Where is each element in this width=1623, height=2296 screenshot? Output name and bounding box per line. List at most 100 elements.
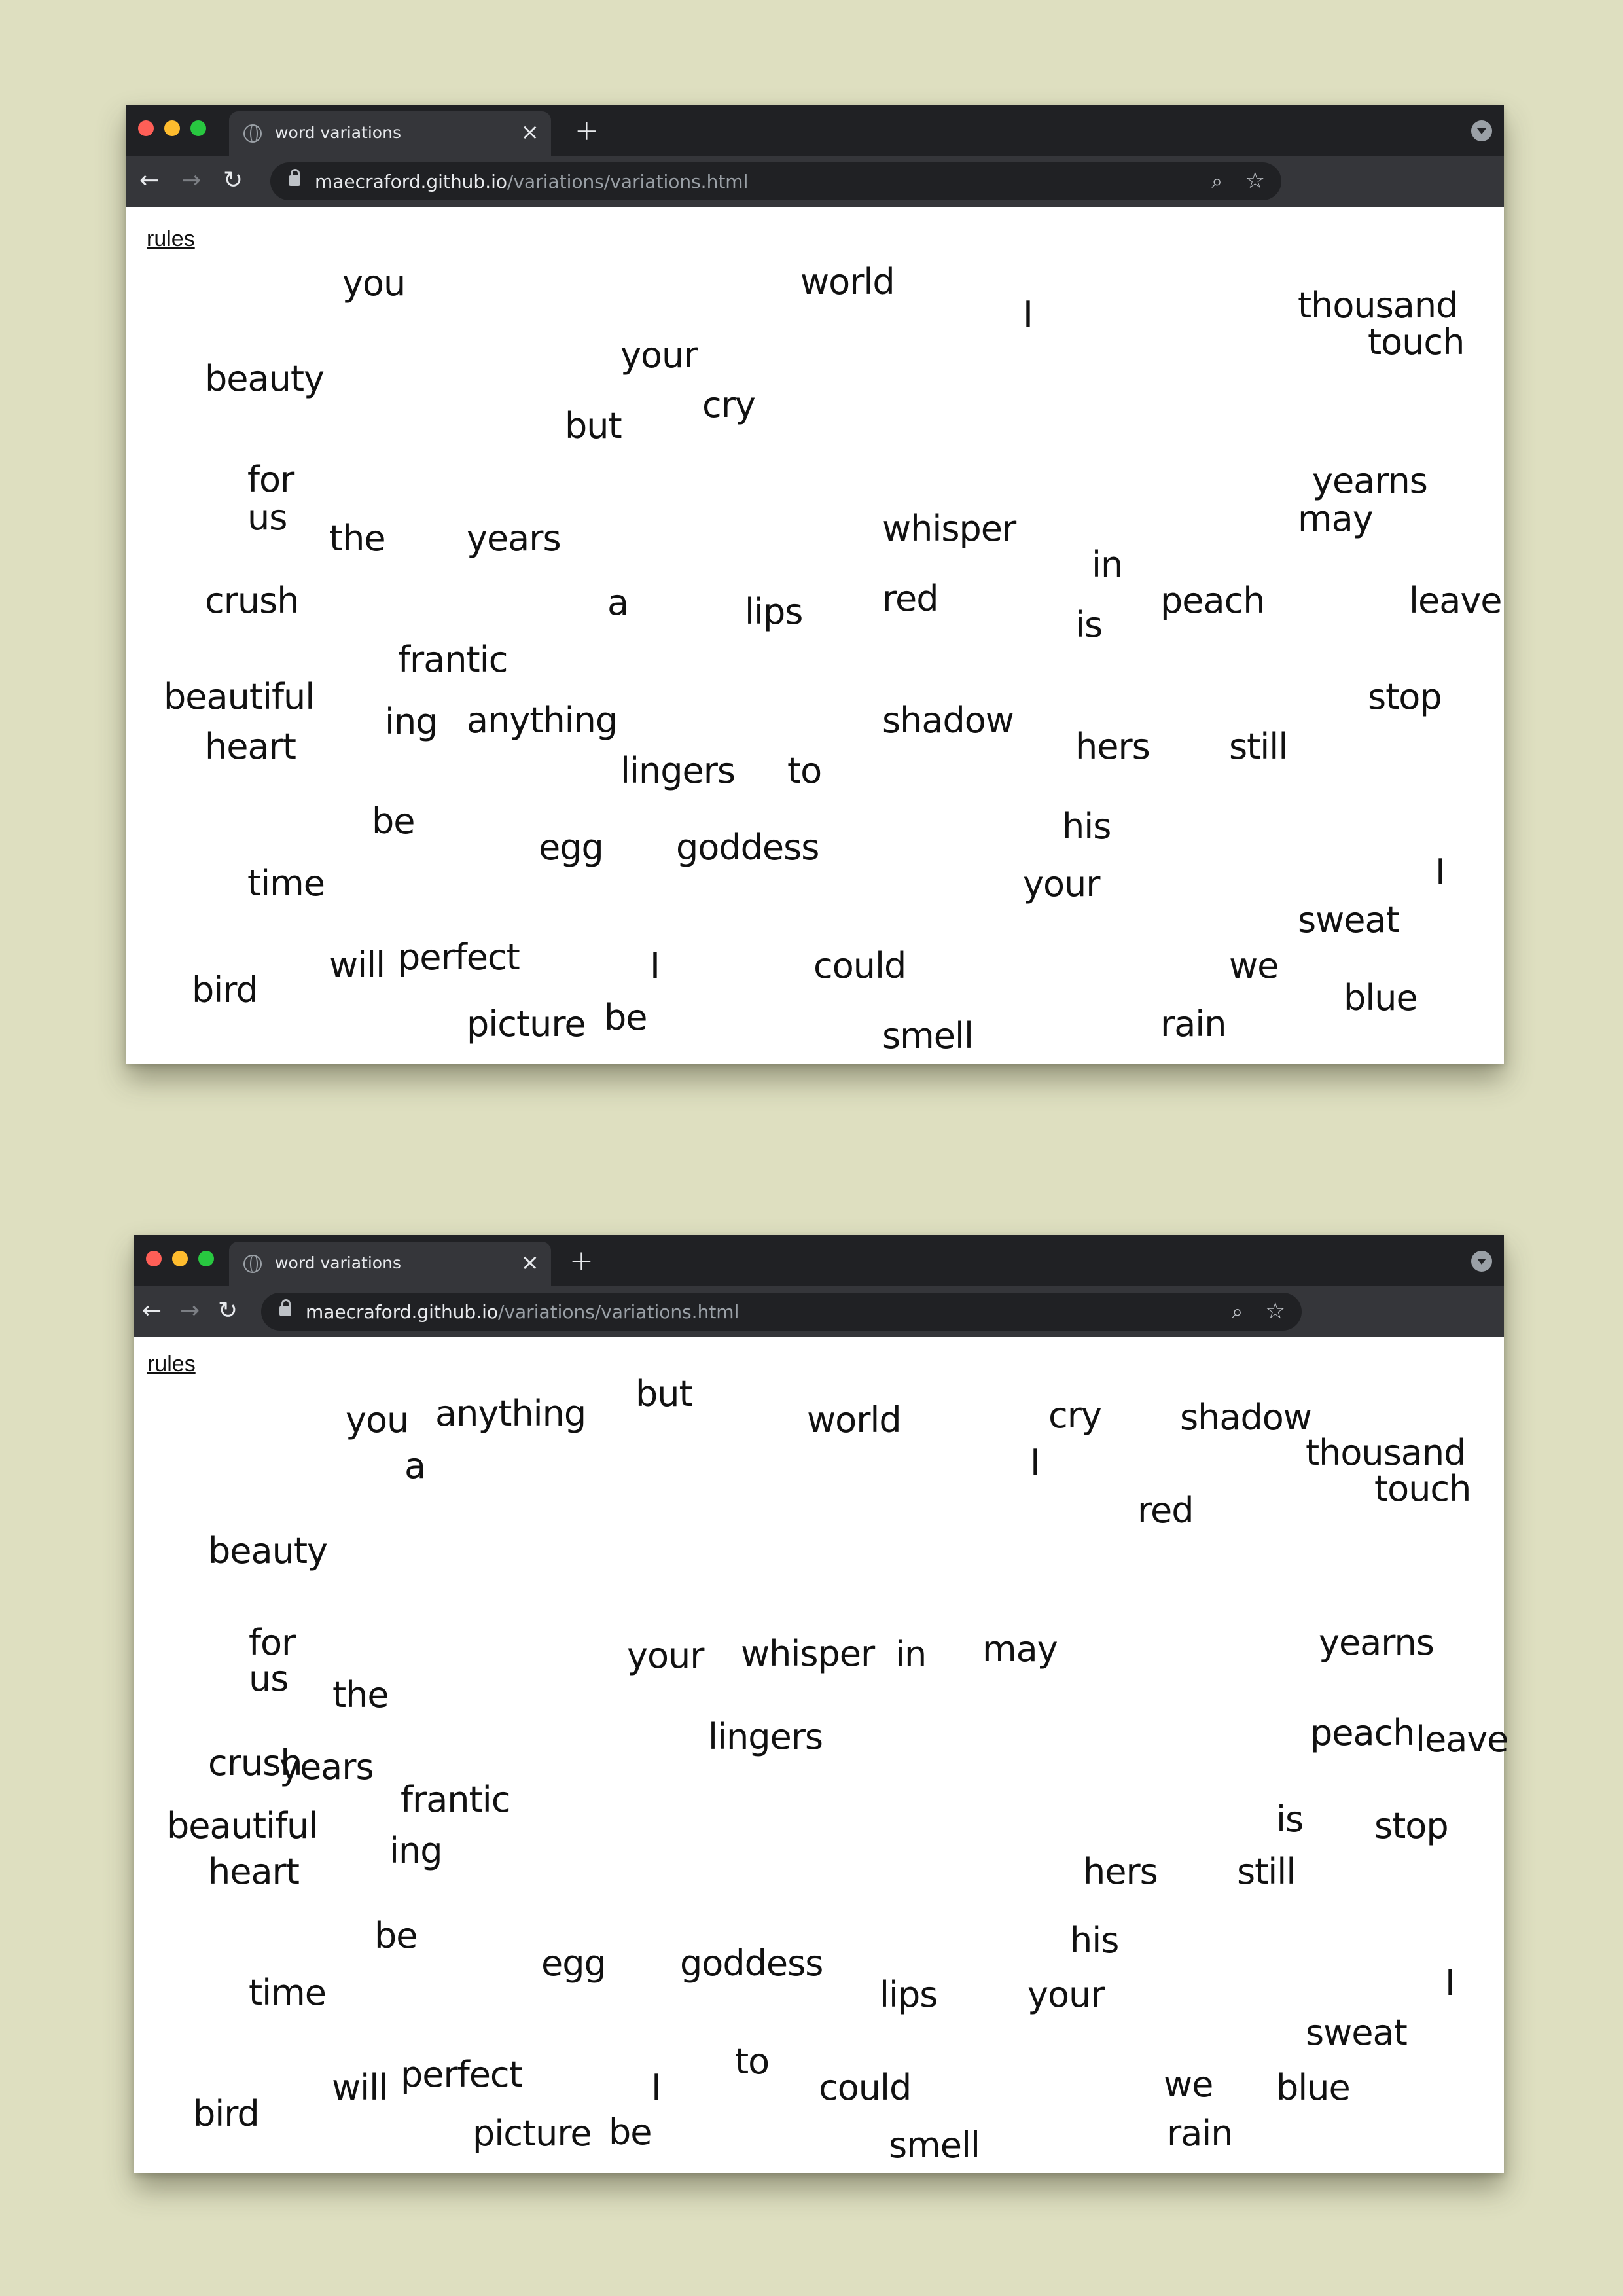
word-us: us [247, 497, 287, 538]
word-cry: cry [702, 384, 756, 425]
word-to: to [787, 750, 822, 791]
maximize-window-button[interactable] [190, 120, 206, 136]
word-yearns: yearns [1319, 1622, 1435, 1663]
word-but: but [565, 405, 622, 446]
word-still: still [1229, 726, 1288, 767]
tab-search-icon[interactable] [1471, 1251, 1492, 1272]
word-may: may [1298, 498, 1374, 539]
bookmark-star-icon[interactable]: ☆ [1265, 1298, 1285, 1324]
word-goddess: goddess [680, 1943, 823, 1984]
word-lips: lips [880, 1974, 938, 2015]
bookmark-star-icon[interactable]: ☆ [1245, 168, 1265, 194]
word-his: his [1070, 1920, 1119, 1961]
tab-search-icon[interactable] [1471, 120, 1492, 141]
word-bird: bird [192, 969, 259, 1011]
word-i: I [1435, 852, 1446, 893]
minimize-window-button[interactable] [164, 120, 180, 136]
word-in: in [1092, 544, 1123, 585]
word-crush: crush [208, 1742, 302, 1784]
word-be: be [372, 800, 415, 842]
close-window-button[interactable] [138, 120, 154, 136]
word-thousand: thousand [1306, 1432, 1466, 1473]
url-host: maecraford.github.io [315, 171, 508, 192]
tab-word-variations[interactable]: word variations × [229, 1242, 551, 1286]
new-tab-button[interactable]: + [569, 1244, 594, 1278]
tab-strip: word variations × + [126, 105, 1504, 156]
word-whisper: whisper [741, 1633, 875, 1674]
word-time: time [249, 1972, 327, 2013]
word-his: his [1062, 806, 1111, 847]
browser-toolbar: ← → ↻ maecraford.github.io/variations/va… [134, 1286, 1504, 1337]
word-stop: stop [1374, 1805, 1449, 1846]
word-you: you [342, 262, 406, 304]
minimize-window-button[interactable] [172, 1251, 188, 1266]
word-hers: hers [1075, 726, 1150, 767]
rules-link[interactable]: rules [147, 1352, 196, 1376]
close-tab-icon[interactable]: × [520, 119, 540, 145]
word-your: your [1027, 1974, 1105, 2015]
word-heart: heart [208, 1851, 300, 1892]
word-world: world [807, 1399, 902, 1441]
word-may: may [982, 1628, 1058, 1670]
word-the: the [329, 518, 386, 559]
word-beauty: beauty [208, 1530, 328, 1571]
word-picture: picture [467, 1003, 586, 1045]
lock-icon [289, 169, 300, 186]
maximize-window-button[interactable] [198, 1251, 214, 1266]
window-controls [138, 120, 206, 136]
tab-strip: word variations × + [134, 1235, 1504, 1286]
word-perfect: perfect [401, 2054, 523, 2095]
word-the: the [332, 1674, 389, 1715]
reload-icon[interactable]: ↻ [218, 1297, 238, 1324]
url-host: maecraford.github.io [306, 1301, 499, 1323]
word-touch: touch [1368, 321, 1465, 363]
close-window-button[interactable] [146, 1251, 162, 1266]
url-text: maecraford.github.io/variations/variatio… [315, 171, 748, 192]
word-peach: peach [1160, 580, 1266, 621]
forward-arrow-icon[interactable]: → [180, 1297, 200, 1324]
word-smell: smell [882, 1015, 974, 1056]
word-egg: egg [539, 827, 604, 868]
word-whisper: whisper [882, 508, 1016, 549]
word-could: could [819, 2067, 912, 2108]
close-tab-icon[interactable]: × [520, 1249, 540, 1276]
word-is: is [1276, 1799, 1304, 1840]
zoom-icon[interactable]: ⌕ [1211, 170, 1222, 193]
word-cry: cry [1048, 1395, 1102, 1436]
back-arrow-icon[interactable]: ← [139, 167, 160, 194]
tab-title: word variations [275, 1253, 401, 1272]
word-yearns: yearns [1312, 460, 1428, 501]
word-anything: anything [435, 1393, 586, 1434]
reload-icon[interactable]: ↻ [223, 167, 243, 194]
word-picture: picture [473, 2113, 592, 2154]
word-beauty: beauty [205, 358, 325, 399]
word-lingers: lingers [620, 750, 736, 791]
word-stop: stop [1368, 676, 1442, 717]
globe-icon [243, 124, 262, 143]
word-years: years [467, 518, 562, 559]
word-still: still [1237, 1851, 1296, 1892]
word-ing: ing [389, 1830, 443, 1871]
word-be: be [374, 1915, 418, 1956]
word-egg: egg [541, 1943, 607, 1984]
word-i: I [650, 945, 660, 986]
tab-word-variations[interactable]: word variations × [229, 111, 551, 156]
zoom-icon[interactable]: ⌕ [1232, 1300, 1243, 1323]
rules-link[interactable]: rules [147, 226, 195, 251]
back-arrow-icon[interactable]: ← [142, 1297, 162, 1324]
word-for: for [249, 1622, 296, 1663]
word-shadow: shadow [882, 700, 1014, 741]
word-ing: ing [385, 701, 438, 742]
new-tab-button[interactable]: + [575, 114, 599, 147]
word-lips: lips [745, 591, 803, 632]
word-touch: touch [1374, 1468, 1471, 1509]
window-controls [146, 1251, 214, 1266]
browser-window-1: word variations × + ← → ↻ maecraford.git… [126, 105, 1504, 1064]
word-smell: smell [889, 2125, 980, 2166]
forward-arrow-icon[interactable]: → [181, 167, 202, 194]
globe-icon [243, 1255, 262, 1273]
url-path: /variations/variations.html [498, 1301, 740, 1323]
address-bar[interactable]: maecraford.github.io/variations/variatio… [261, 1293, 1302, 1331]
address-bar[interactable]: maecraford.github.io/variations/variatio… [270, 162, 1281, 200]
word-a: a [607, 582, 629, 623]
